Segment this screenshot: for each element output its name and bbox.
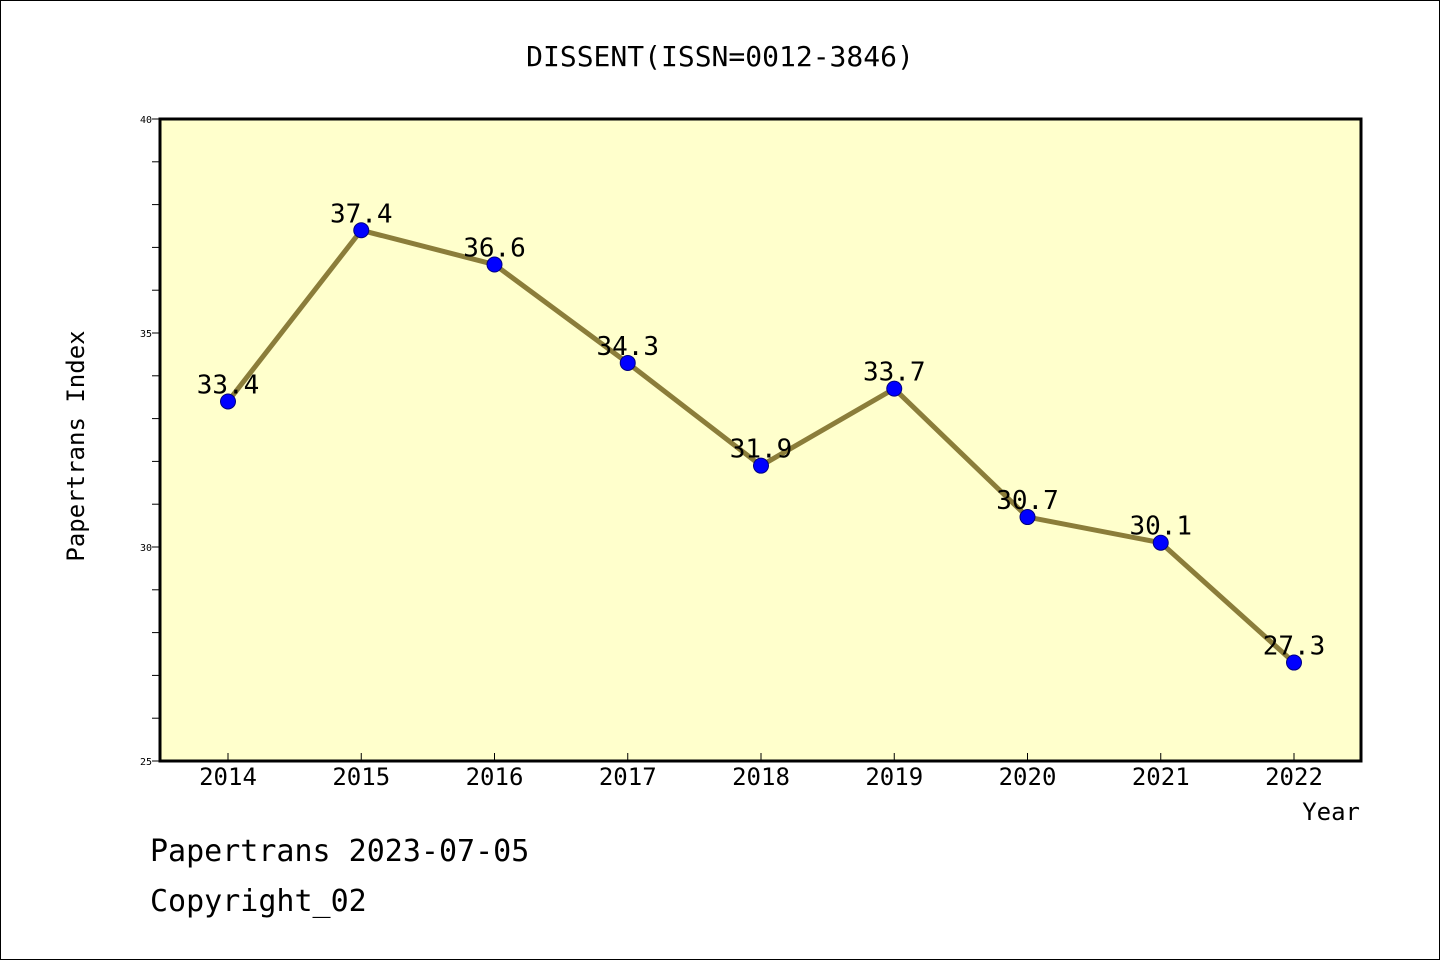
data-label: 33.7 <box>863 358 926 388</box>
footer-date: Papertrans 2023-07-05 <box>150 834 530 869</box>
x-tick-label: 2020 <box>999 763 1057 791</box>
x-axis: 2014 2015 2016 2017 2018 2019 2020 2021 2022 <box>199 753 1323 791</box>
data-label: 34.3 <box>596 332 659 362</box>
data-label: 30.1 <box>1129 512 1192 542</box>
footer-copyright: Copyright_02 <box>150 884 367 919</box>
x-tick-label: 2021 <box>1132 763 1190 791</box>
data-point <box>886 380 903 397</box>
data-label: 33.4 <box>197 370 260 400</box>
y-tick-label: 30 <box>140 543 152 554</box>
data-label: 30.7 <box>996 486 1059 516</box>
x-tick-label: 2014 <box>199 763 257 791</box>
x-axis-title: Year <box>1302 798 1360 826</box>
data-point <box>1286 654 1302 671</box>
data-point <box>1152 534 1169 551</box>
chart-title: DISSENT(ISSN=0012-3846) <box>526 40 914 73</box>
x-tick-label: 2022 <box>1265 763 1323 791</box>
data-point <box>353 222 370 239</box>
data-point <box>1019 509 1036 526</box>
y-axis-title: Papertrans Index <box>62 330 90 561</box>
data-labels: 33.4 37.4 36.6 34.3 31.9 33.7 30.7 30.1 27.3 <box>197 199 1326 661</box>
data-point <box>486 256 503 273</box>
data-point <box>220 393 236 410</box>
y-tick-label: 25 <box>140 757 152 768</box>
data-label: 36.6 <box>463 234 526 264</box>
x-tick-label: 2019 <box>865 763 923 791</box>
y-tick-label: 35 <box>140 329 152 340</box>
y-axis: 25 30 35 40 <box>140 115 160 768</box>
data-label: 27.3 <box>1263 632 1326 662</box>
data-label: 31.9 <box>730 435 793 465</box>
x-tick-label: 2016 <box>466 763 524 791</box>
data-point <box>753 457 769 474</box>
y-tick-label: 40 <box>140 115 152 126</box>
x-tick-label: 2018 <box>732 763 790 791</box>
x-tick-label: 2015 <box>332 763 390 791</box>
series <box>220 222 1302 671</box>
data-point <box>619 354 636 371</box>
data-label: 37.4 <box>330 199 393 229</box>
x-tick-label: 2017 <box>599 763 657 791</box>
